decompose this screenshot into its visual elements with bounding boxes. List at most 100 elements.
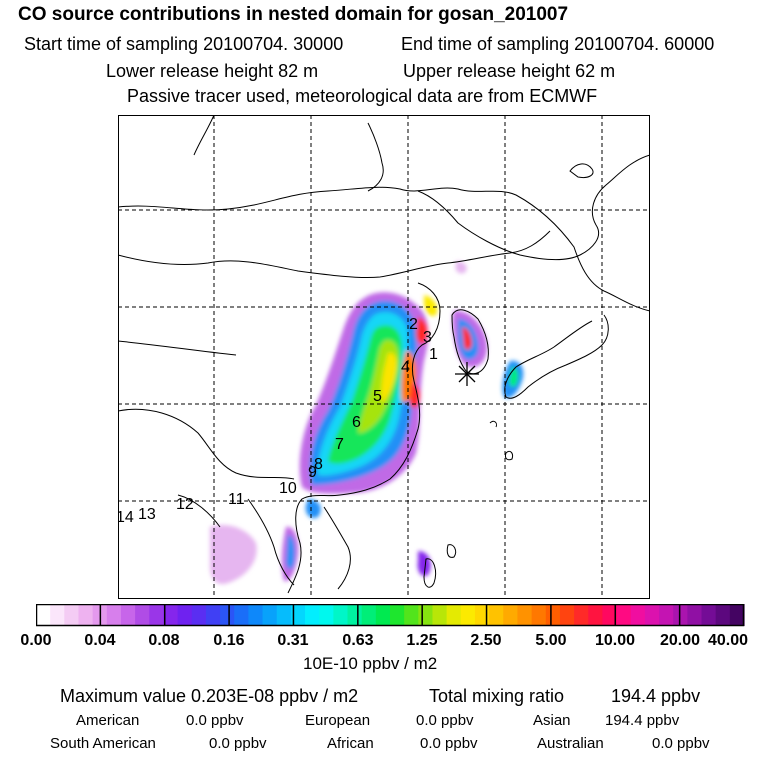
colorbar-cell	[361, 604, 377, 626]
upper-release-height: Upper release height 62 m	[403, 61, 616, 81]
colorbar-cell	[460, 604, 476, 626]
region-label-10: 10	[279, 480, 297, 497]
colorbar-tick: 0.04	[84, 632, 116, 649]
start-time: Start time of sampling 20100704. 30000	[24, 34, 344, 54]
colorbar-cell	[120, 604, 136, 626]
european-value: 0.0 ppbv	[416, 712, 474, 729]
colorbar-cell	[78, 604, 94, 626]
colorbar-cell	[474, 604, 490, 626]
region-label-14: 14	[118, 509, 134, 526]
colorbar-tick: 5.00	[535, 632, 567, 649]
colorbar-cells	[36, 604, 745, 626]
colorbar-cell	[687, 604, 703, 626]
colorbar-cell	[404, 604, 419, 626]
grid-lines	[118, 115, 650, 599]
colorbar-cell	[375, 604, 391, 626]
african-value: 0.0 ppbv	[420, 735, 478, 752]
colorbar-unit: 10E-10 ppbv / m2	[303, 654, 438, 673]
american-value: 0.0 ppbv	[186, 712, 244, 729]
colorbar-cell	[305, 604, 320, 626]
european-label: European	[305, 712, 371, 729]
colorbar-cell	[106, 604, 122, 626]
colorbar-cell	[36, 604, 51, 626]
colorbar-tick: 0.08	[148, 632, 180, 649]
colorbar-cell	[432, 604, 448, 626]
total-mixing-ratio-label: Total mixing ratio	[429, 686, 565, 706]
colorbar-cell	[659, 604, 674, 626]
south-american-value: 0.0 ppbv	[209, 735, 267, 752]
colorbar-cell	[191, 604, 207, 626]
colorbar-cell	[177, 604, 193, 626]
colorbar-cell	[149, 604, 165, 626]
colorbar-cell	[418, 604, 434, 626]
colorbar-tick: 10.00	[594, 632, 636, 649]
colorbar-cell	[220, 604, 235, 626]
colorbar-cell	[588, 604, 603, 626]
region-label-13: 13	[138, 506, 156, 523]
american-label: American	[76, 712, 140, 729]
colorbar-cell	[64, 604, 80, 626]
colorbar-tick: 40.00	[707, 632, 749, 649]
colorbar-cell	[545, 604, 561, 626]
region-label-9: 9	[308, 464, 317, 481]
region-label-3: 3	[423, 329, 432, 346]
colorbar-tick: 1.25	[406, 632, 438, 649]
asian-value: 194.4 ppbv	[605, 712, 680, 729]
region-label-5: 5	[373, 388, 382, 405]
map-panel: 1 2 3 4 5 6 7 8 9 10 11 12 13 14	[118, 115, 650, 599]
australian-value: 0.0 ppbv	[652, 735, 710, 752]
colorbar-cell	[574, 604, 589, 626]
region-label-2: 2	[409, 316, 418, 333]
colorbar-cell	[531, 604, 547, 626]
colorbar-cell	[559, 604, 575, 626]
colorbar-cell	[319, 604, 334, 626]
region-label-1: 1	[429, 346, 438, 363]
region-labels: 1 2 3 4 5 6 7 8 9 10 11 12 13 14	[118, 316, 438, 526]
colorbar	[36, 604, 745, 627]
colorbar-cell	[135, 604, 150, 626]
african-label: African	[327, 735, 374, 752]
colorbar-cell	[262, 604, 278, 626]
colorbar-tick: 0.63	[342, 632, 374, 649]
lower-release-height: Lower release height 82 m	[106, 61, 319, 81]
colorbar-tick: 20.00	[659, 632, 701, 649]
colorbar-tick: 0.16	[213, 632, 245, 649]
region-label-11: 11	[228, 491, 245, 508]
region-label-8: 8	[314, 456, 323, 473]
south-american-label: South American	[50, 735, 156, 752]
model-note: Passive tracer used, meteorological data…	[127, 86, 598, 106]
colorbar-cell	[390, 604, 405, 626]
colorbar-cell	[446, 604, 462, 626]
colorbar-cell	[248, 604, 264, 626]
plot-title: CO source contributions in nested domain…	[18, 4, 569, 25]
colorbar-tick: 2.50	[470, 632, 502, 649]
region-label-12: 12	[176, 496, 194, 513]
colorbar-cell	[163, 604, 179, 626]
colorbar-cell	[489, 604, 504, 626]
total-mixing-ratio-value: 194.4 ppbv	[611, 686, 701, 706]
region-label-7: 7	[335, 436, 344, 453]
colorbar-cell	[673, 604, 688, 626]
colorbar-cell	[503, 604, 519, 626]
region-label-6: 6	[352, 414, 361, 431]
colorbar-cell	[205, 604, 221, 626]
maximum-value: Maximum value 0.203E-08 ppbv / m2	[60, 686, 359, 706]
colorbar-tick: 0.31	[277, 632, 309, 649]
colorbar-cell	[729, 604, 745, 626]
region-label-4: 4	[401, 359, 410, 376]
australian-label: Australian	[537, 735, 604, 752]
colorbar-cell	[616, 604, 632, 626]
colorbar-cell	[644, 604, 660, 626]
plume-field	[210, 261, 524, 585]
colorbar-cell	[701, 604, 717, 626]
colorbar-cell	[517, 604, 533, 626]
colorbar-cell	[333, 604, 349, 626]
colorbar-cell	[347, 604, 363, 626]
colorbar-cell	[290, 604, 306, 626]
colorbar-cell	[50, 604, 65, 626]
colorbar-cell	[602, 604, 618, 626]
end-time: End time of sampling 20100704. 60000	[401, 34, 715, 54]
coastlines	[118, 115, 650, 594]
asian-label: Asian	[533, 712, 571, 729]
colorbar-cell	[276, 604, 292, 626]
